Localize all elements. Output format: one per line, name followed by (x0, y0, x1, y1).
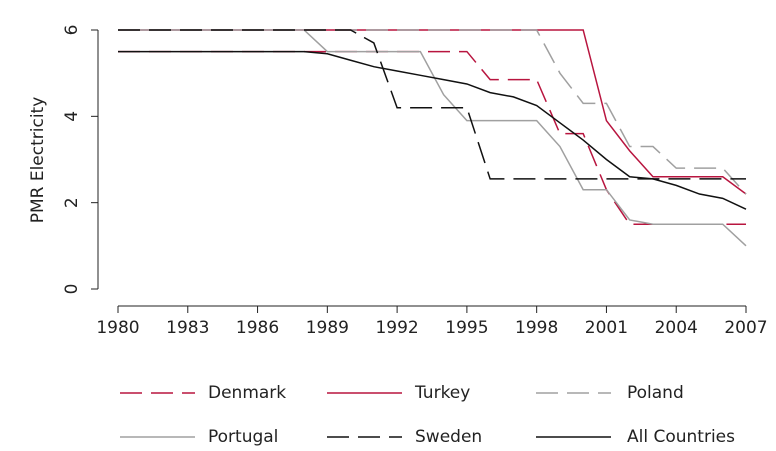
series-line (118, 29, 747, 247)
x-tick-label: 1995 (445, 318, 488, 338)
x-tick-label: 1989 (306, 318, 349, 338)
y-tick-label: 4 (62, 111, 82, 122)
series-line (118, 29, 747, 195)
x-tick-label: 2004 (655, 318, 698, 338)
series-line (118, 29, 746, 180)
legend-label: Denmark (208, 383, 286, 403)
x-tick-label: 2001 (585, 318, 628, 338)
y-tick-label: 6 (62, 25, 82, 36)
x-tick-label: 2007 (724, 318, 767, 338)
series-line (118, 29, 747, 195)
x-tick-label: 1983 (166, 318, 209, 338)
legend-label: Poland (627, 383, 684, 403)
legend-label: All Countries (627, 427, 735, 447)
x-tick-label: 1986 (236, 318, 279, 338)
x-tick-label: 1992 (375, 318, 418, 338)
y-tick-label: 0 (62, 284, 82, 295)
x-tick-label: 1980 (96, 318, 139, 338)
legend-label: Portugal (208, 427, 278, 447)
series-line (118, 50, 747, 210)
y-tick-label: 2 (62, 197, 82, 208)
x-tick-label: 1998 (515, 318, 558, 338)
legend-label: Sweden (415, 427, 482, 447)
legend-label: Turkey (414, 383, 470, 403)
y-axis-label: PMR Electricity (28, 97, 48, 224)
